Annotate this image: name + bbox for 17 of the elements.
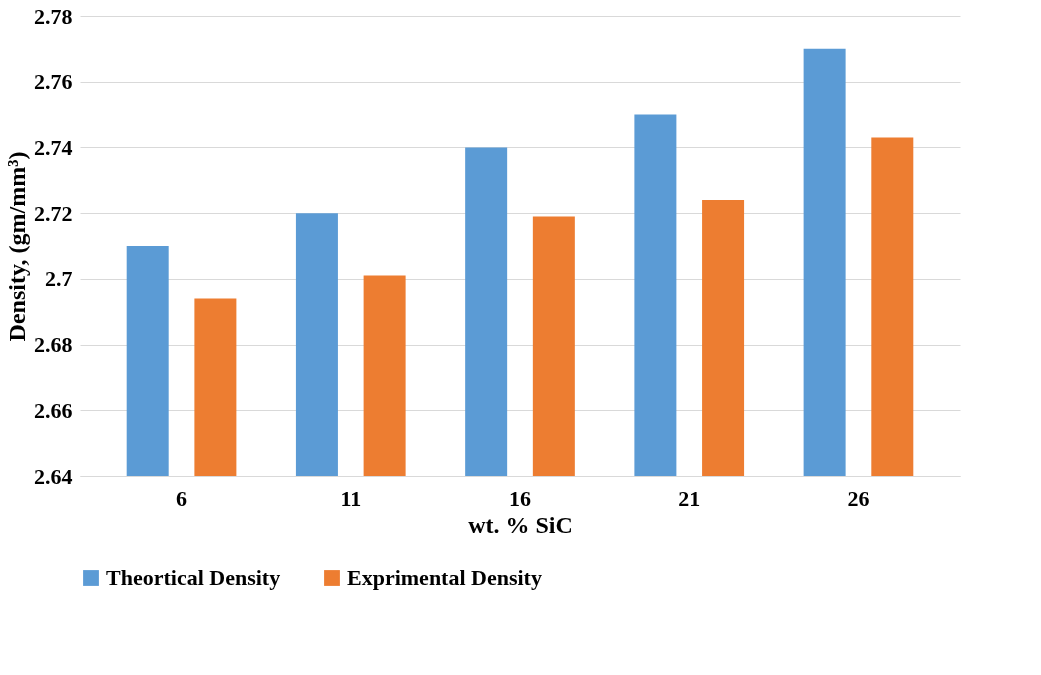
x-tick-label: 11 [340, 485, 362, 511]
y-tick-label: 2.78 [34, 3, 73, 29]
x-tick-label: 6 [176, 485, 188, 511]
y-axis-title: Density, (gm/mm³) [4, 151, 30, 342]
x-tick-label: 21 [678, 485, 701, 511]
y-tick-label: 2.64 [34, 463, 73, 489]
x-tick-label: 16 [509, 485, 531, 511]
y-tick-label: 2.74 [34, 134, 73, 160]
legend-label: Theortical Density [106, 565, 281, 590]
y-tick-label: 2.76 [34, 69, 73, 95]
x-axis-title: wt. % SiC [468, 511, 573, 538]
y-tick-label: 2.7 [45, 266, 73, 292]
y-tick-label: 2.72 [34, 200, 73, 226]
y-tick-label: 2.66 [34, 397, 73, 423]
x-tick-label: 26 [847, 485, 870, 511]
legend-label: Exprimental Density [347, 565, 542, 590]
y-tick-label: 2.68 [34, 332, 73, 358]
